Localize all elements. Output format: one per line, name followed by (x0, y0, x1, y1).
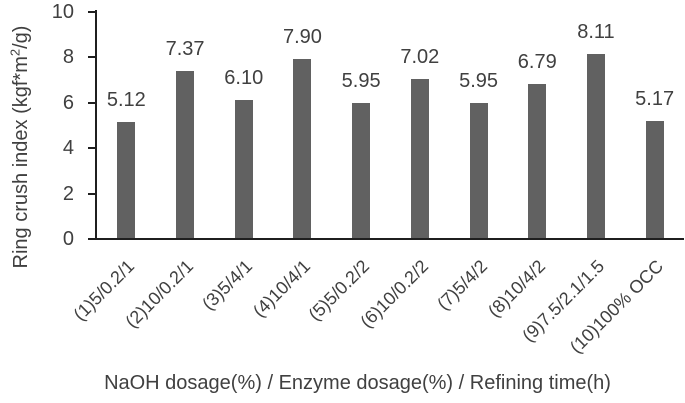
bar-value-label: 8.11 (577, 20, 615, 43)
y-axis-line (95, 10, 97, 240)
bar-value-label: 7.90 (282, 25, 322, 48)
y-tick-label: 6 (62, 91, 74, 114)
y-axis-title: Ring crush index (kgf*m2/g) (7, 0, 34, 297)
y-tick-label: 10 (51, 1, 74, 23)
y-axis-tick (88, 11, 96, 13)
y-tick-label: 0 (62, 228, 74, 250)
bar (234, 99, 253, 238)
y-axis-tick (88, 238, 96, 240)
y-axis-title-suffix: /g) (10, 25, 32, 49)
x-axis-title: NaOH dosage(%) / Enzyme dosage(%) / Refi… (104, 372, 611, 394)
bar-value-label: 5.17 (635, 87, 675, 110)
bar-value-label: 6.10 (224, 66, 264, 89)
bar (176, 70, 195, 238)
bar (352, 102, 371, 238)
bar (117, 121, 136, 238)
y-axis-tick (88, 147, 96, 150)
bar-value-label: 7.37 (165, 37, 205, 60)
y-tick-label: 4 (62, 137, 74, 160)
bar-value-label: 6.79 (517, 50, 557, 73)
y-axis-tick (88, 101, 96, 104)
bar (469, 102, 488, 238)
y-tick-label: 8 (62, 46, 74, 69)
bar-value-label: 5.95 (341, 69, 381, 92)
y-axis-tick (88, 192, 96, 195)
bar (645, 120, 664, 238)
y-axis-tick (88, 56, 96, 59)
y-tick-label: 2 (62, 182, 74, 205)
bar (528, 83, 547, 238)
y-axis-title-text: Ring crush index (kgf*m (10, 56, 32, 269)
bar (293, 58, 312, 238)
bar (410, 78, 429, 238)
bar-value-label: 5.95 (459, 69, 499, 92)
bar-value-label: 7.02 (400, 45, 440, 68)
y-axis-title-superscript: 2 (7, 48, 23, 57)
bar (586, 53, 605, 238)
bar-value-label: 5.12 (106, 88, 146, 111)
x-axis-line (95, 238, 684, 240)
